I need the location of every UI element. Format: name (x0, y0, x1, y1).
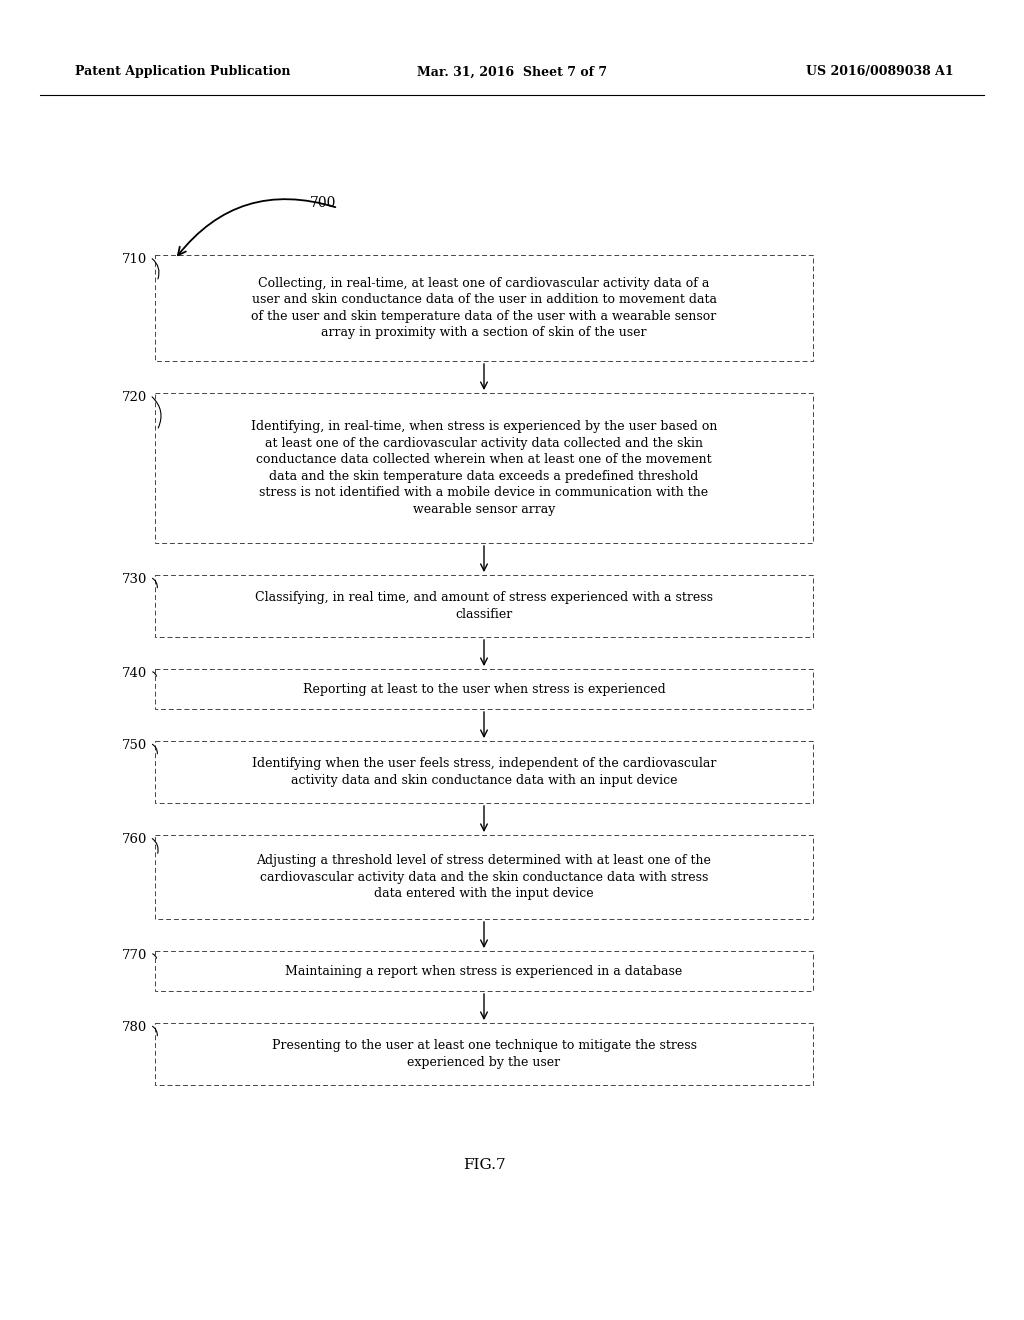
Text: 760: 760 (122, 833, 147, 846)
Text: 710: 710 (122, 253, 147, 267)
Text: Maintaining a report when stress is experienced in a database: Maintaining a report when stress is expe… (286, 965, 683, 978)
Text: 700: 700 (310, 195, 336, 210)
Text: Patent Application Publication: Patent Application Publication (75, 66, 291, 78)
Text: 720: 720 (122, 391, 147, 404)
Text: 780: 780 (122, 1020, 147, 1034)
Bar (155, 255, 813, 360)
Text: US 2016/0089038 A1: US 2016/0089038 A1 (806, 66, 954, 78)
Text: 740: 740 (122, 667, 147, 680)
Text: Identifying, in real-time, when stress is experienced by the user based on
at le: Identifying, in real-time, when stress i… (251, 420, 717, 516)
Bar (155, 393, 813, 543)
Text: Collecting, in real-time, at least one of cardiovascular activity data of a
user: Collecting, in real-time, at least one o… (251, 277, 717, 339)
Text: FIG.7: FIG.7 (463, 1158, 505, 1172)
Bar (155, 950, 813, 991)
Text: Presenting to the user at least one technique to mitigate the stress
experienced: Presenting to the user at least one tech… (271, 1039, 696, 1069)
Text: Identifying when the user feels stress, independent of the cardiovascular
activi: Identifying when the user feels stress, … (252, 758, 716, 787)
Bar (155, 576, 813, 638)
Text: 730: 730 (122, 573, 147, 586)
Bar (155, 741, 813, 803)
Bar (155, 836, 813, 919)
Text: Mar. 31, 2016  Sheet 7 of 7: Mar. 31, 2016 Sheet 7 of 7 (417, 66, 607, 78)
Text: Reporting at least to the user when stress is experienced: Reporting at least to the user when stre… (303, 682, 666, 696)
Text: Adjusting a threshold level of stress determined with at least one of the
cardio: Adjusting a threshold level of stress de… (257, 854, 712, 900)
Bar (155, 1023, 813, 1085)
Text: 770: 770 (122, 949, 147, 962)
Text: Classifying, in real time, and amount of stress experienced with a stress
classi: Classifying, in real time, and amount of… (255, 591, 713, 620)
Text: 750: 750 (122, 739, 147, 752)
Bar (155, 669, 813, 709)
